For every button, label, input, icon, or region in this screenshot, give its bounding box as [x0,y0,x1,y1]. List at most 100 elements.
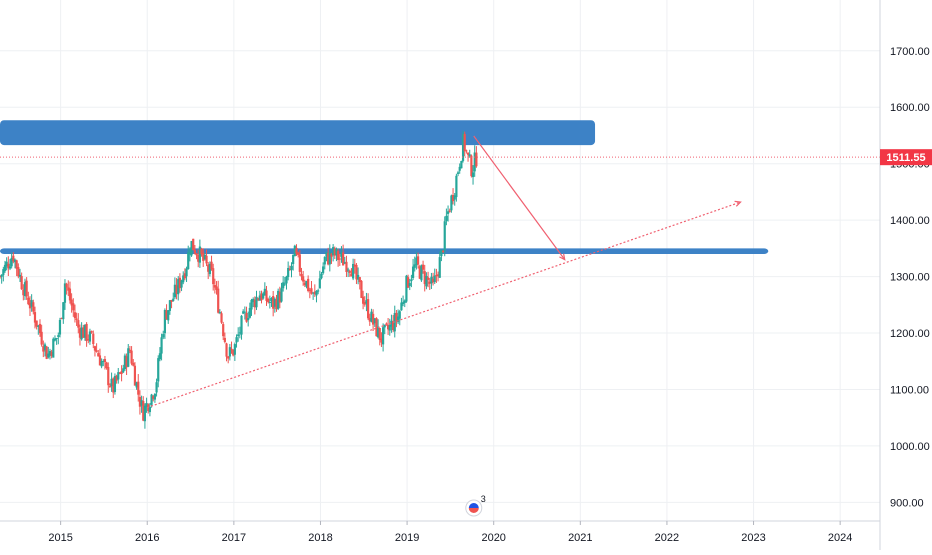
candle-body [232,349,235,356]
candle-body [280,288,283,302]
candle-body [390,320,393,327]
candle-body [428,281,431,284]
x-tick-label: 2015 [48,532,72,544]
candle-body [105,362,108,369]
candle-body [343,262,346,264]
candle-body [398,311,401,319]
candle-body [293,245,296,257]
candle-body [382,327,385,345]
y-tick-label: 1000.00 [890,441,930,453]
y-axis-ticks[interactable]: 1700.001600.001500.001400.001300.001200.… [890,46,930,510]
candle-body [50,351,53,356]
candle-body [138,396,142,407]
candle-body [183,273,186,279]
candle-body [40,331,43,345]
candle-body [238,332,241,334]
candle-body [28,302,32,309]
candle-body [342,252,345,266]
candle-body [38,323,42,334]
candle-body [137,381,140,395]
candle-body [287,268,290,278]
candle-body [362,296,365,304]
candle-body [12,255,15,262]
candle-body [88,331,92,342]
candle-body [263,288,266,296]
candle-body [436,274,440,277]
candle-body [328,251,331,265]
candle-body [177,279,180,295]
candle-body [338,258,341,260]
candle-body [142,401,145,421]
candle-body [253,299,256,308]
candle-body [252,298,255,303]
resistance-zone[interactable] [0,120,596,146]
candles-layer [0,130,478,429]
candle-body [107,367,110,386]
candle-body [160,337,163,354]
candle-body [441,250,445,252]
candle-body [7,263,10,269]
candle-body [277,290,280,309]
candle-body [70,299,73,306]
candle-body [373,318,376,324]
support-zone[interactable] [0,248,769,255]
candle-body [15,260,18,269]
candle-body [240,315,243,335]
candle-body [375,318,378,337]
candle-body [227,356,230,359]
candle-body [118,372,122,374]
candle-body [113,376,117,392]
x-tick-label: 2021 [568,532,592,544]
candle-body [431,278,435,283]
candle-body [83,324,87,338]
candle-body [455,175,458,198]
candle-body [135,382,138,388]
candle-body [3,264,7,271]
x-tick-label: 2022 [655,532,679,544]
candle-body [333,248,336,256]
candle-body [205,255,208,264]
x-axis-ticks[interactable]: 2015 2016 2017 2018 2019 2020 2021 2022 2023 2024 [48,521,852,544]
axes-layer [0,0,881,550]
candle-body [367,299,370,319]
candle-body [152,396,155,399]
candle-body [62,302,65,320]
candle-body [17,267,20,277]
trendline-arrowhead [734,200,742,207]
candle-body [8,266,12,269]
candle-body [148,406,152,413]
candle-body [150,394,153,405]
candle-body [222,324,225,337]
candle-body [272,296,275,309]
ascending-trendline[interactable] [147,201,741,409]
candle-body [13,259,17,263]
projection-arrowhead [559,253,566,261]
candle-body [302,276,305,282]
candle-body [188,253,191,255]
candle-body [220,313,223,323]
candle-body [258,295,261,301]
candle-body [95,350,98,352]
economic-event-marker[interactable]: 3 [465,494,486,517]
candle-body [60,318,63,320]
candle-body [453,195,456,200]
candle-body [401,302,405,304]
candle-body [103,358,107,363]
candle-body [97,353,100,357]
candle-body [456,172,460,174]
candle-body [173,284,176,298]
candle-body [168,300,171,311]
zones-layer [0,120,769,255]
candle-body [125,356,128,368]
candle-body [380,338,383,343]
y-tick-label: 1300.00 [890,272,930,284]
candle-body [365,300,368,304]
candle-body [298,254,301,272]
candle-body [250,299,253,310]
candle-body [465,150,468,152]
projection-arrow[interactable] [473,135,566,261]
candle-body [58,319,62,335]
candle-body [335,248,338,256]
candle-body [323,256,326,265]
